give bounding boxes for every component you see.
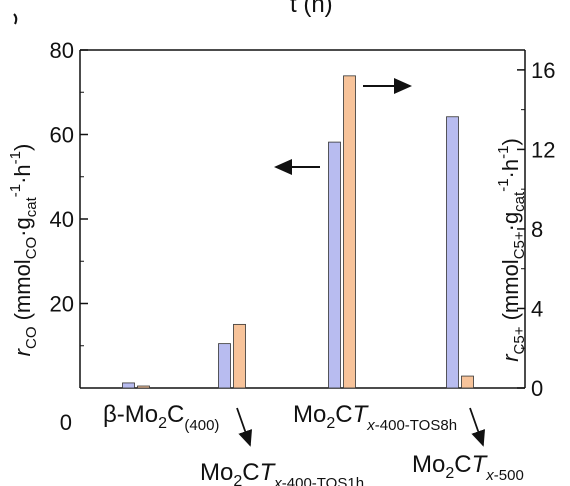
left-tick-label: 60 xyxy=(50,123,74,148)
category-label: Mo2CTx-500 xyxy=(412,451,524,484)
bar-left-series xyxy=(446,116,459,389)
category-label: Mo2CTx-400-TOS1h xyxy=(200,459,364,486)
bar-right-series xyxy=(233,323,246,389)
category-label: Mo2CTx-400-TOS8h xyxy=(293,401,457,434)
bar-right-series xyxy=(461,375,474,389)
bar-left-series xyxy=(122,382,135,389)
right-tick-label: 0 xyxy=(531,376,543,401)
corner-mark xyxy=(13,13,18,25)
bar-right-series xyxy=(137,385,150,389)
left-tick-label: 40 xyxy=(50,207,74,232)
left-tick-label-zero: 0 xyxy=(60,410,72,435)
right-axis-title: rC5+ (mmolC5+·gcat-1·h-1) xyxy=(495,138,528,362)
right-tick-label: 12 xyxy=(531,137,555,162)
top-axis-title-fragment: t (h) xyxy=(290,0,333,18)
category-label: β-Mo2C(400) xyxy=(103,401,219,434)
right-tick-label: 16 xyxy=(531,58,555,83)
left-axis-title: rCO (mmolCO·gcat-1·h-1) xyxy=(7,144,40,357)
right-tick-label: 8 xyxy=(531,217,543,242)
left-tick-label: 80 xyxy=(50,38,74,63)
left-tick-label: 20 xyxy=(50,292,74,317)
category-pointer-arrow xyxy=(236,407,253,447)
bar-right-series xyxy=(343,75,356,389)
bar-left-series xyxy=(328,141,341,389)
right-tick-label: 4 xyxy=(531,296,543,321)
bar-left-series xyxy=(218,343,231,389)
category-pointer-arrow xyxy=(469,407,486,447)
